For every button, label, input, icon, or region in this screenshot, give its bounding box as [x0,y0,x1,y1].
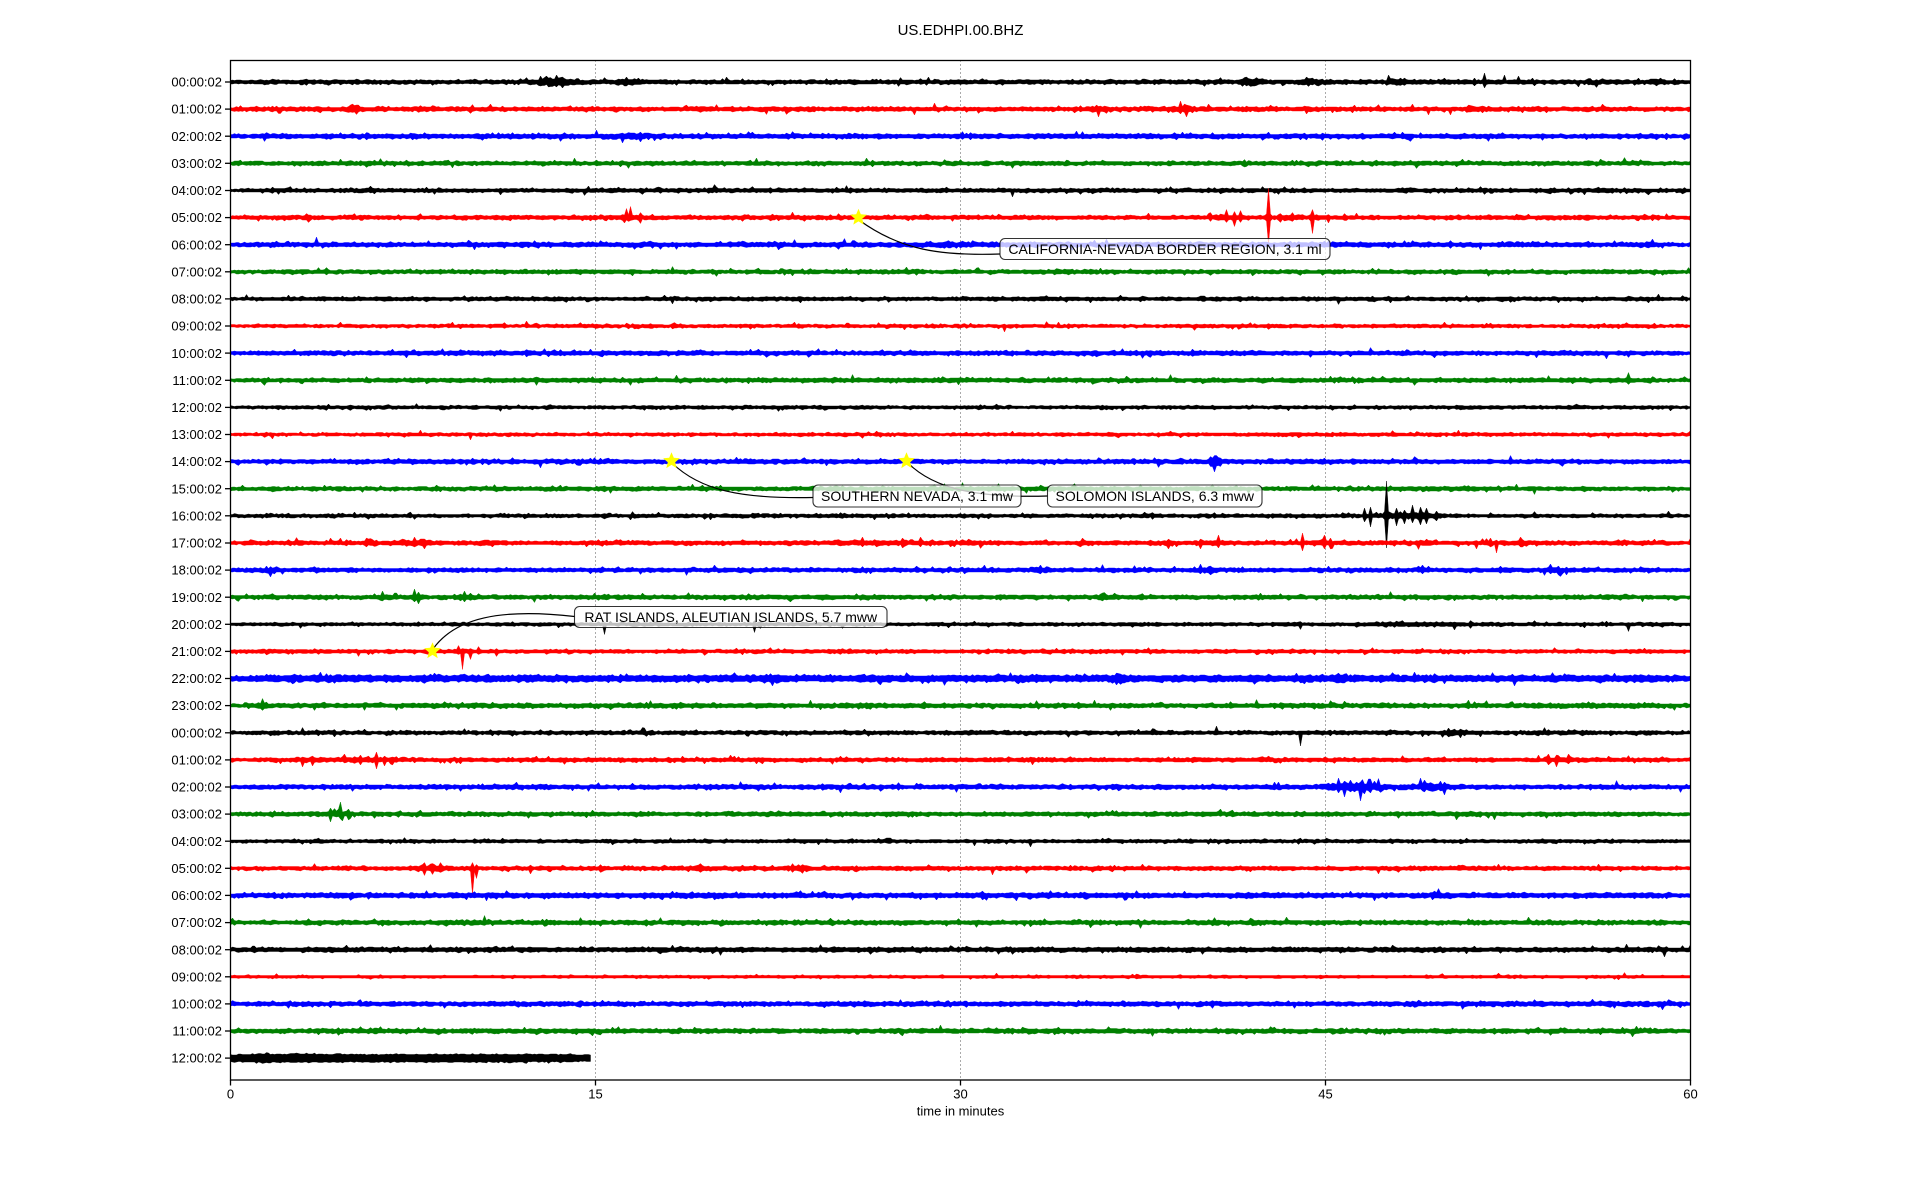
svg-text:07:00:02: 07:00:02 [171,915,222,930]
svg-text:time in minutes: time in minutes [917,1104,1005,1119]
svg-text:12:00:02: 12:00:02 [171,1051,222,1066]
svg-text:08:00:02: 08:00:02 [171,942,222,957]
svg-text:45: 45 [1318,1087,1332,1102]
svg-text:05:00:02: 05:00:02 [171,210,222,225]
svg-text:22:00:02: 22:00:02 [171,671,222,686]
svg-text:03:00:02: 03:00:02 [171,156,222,171]
svg-text:04:00:02: 04:00:02 [171,834,222,849]
svg-text:60: 60 [1683,1087,1697,1102]
svg-text:00:00:02: 00:00:02 [171,725,222,740]
svg-text:06:00:02: 06:00:02 [171,237,222,252]
svg-text:04:00:02: 04:00:02 [171,183,222,198]
svg-text:0: 0 [227,1087,234,1102]
svg-text:SOUTHERN NEVADA, 3.1 mw: SOUTHERN NEVADA, 3.1 mw [821,488,1014,504]
svg-text:15:00:02: 15:00:02 [171,481,222,496]
svg-text:20:00:02: 20:00:02 [171,617,222,632]
svg-text:23:00:02: 23:00:02 [171,698,222,713]
svg-text:SOLOMON ISLANDS, 6.3 mww: SOLOMON ISLANDS, 6.3 mww [1056,488,1255,504]
svg-text:12:00:02: 12:00:02 [171,400,222,415]
svg-text:06:00:02: 06:00:02 [171,888,222,903]
svg-text:15: 15 [588,1087,602,1102]
svg-text:13:00:02: 13:00:02 [171,427,222,442]
svg-text:08:00:02: 08:00:02 [171,292,222,307]
svg-text:01:00:02: 01:00:02 [171,753,222,768]
svg-text:10:00:02: 10:00:02 [171,997,222,1012]
svg-text:01:00:02: 01:00:02 [171,102,222,117]
svg-text:00:00:02: 00:00:02 [171,75,222,90]
svg-text:10:00:02: 10:00:02 [171,346,222,361]
svg-text:18:00:02: 18:00:02 [171,563,222,578]
svg-text:30: 30 [953,1087,967,1102]
svg-text:RAT ISLANDS, ALEUTIAN ISLANDS,: RAT ISLANDS, ALEUTIAN ISLANDS, 5.7 mww [584,609,878,625]
svg-text:11:00:02: 11:00:02 [172,373,222,388]
svg-text:21:00:02: 21:00:02 [171,644,222,659]
svg-text:CALIFORNIA-NEVADA BORDER REGIO: CALIFORNIA-NEVADA BORDER REGION, 3.1 ml [1008,241,1321,257]
svg-text:02:00:02: 02:00:02 [171,129,222,144]
svg-text:02:00:02: 02:00:02 [171,780,222,795]
svg-text:09:00:02: 09:00:02 [171,319,222,334]
svg-text:17:00:02: 17:00:02 [171,536,222,551]
svg-text:03:00:02: 03:00:02 [171,807,222,822]
svg-text:05:00:02: 05:00:02 [171,861,222,876]
svg-text:11:00:02: 11:00:02 [172,1024,222,1039]
svg-text:09:00:02: 09:00:02 [171,969,222,984]
svg-text:US.EDHPI.00.BHZ: US.EDHPI.00.BHZ [898,22,1024,39]
svg-text:14:00:02: 14:00:02 [171,454,222,469]
svg-text:16:00:02: 16:00:02 [171,508,222,523]
svg-text:07:00:02: 07:00:02 [171,264,222,279]
svg-text:19:00:02: 19:00:02 [171,590,222,605]
